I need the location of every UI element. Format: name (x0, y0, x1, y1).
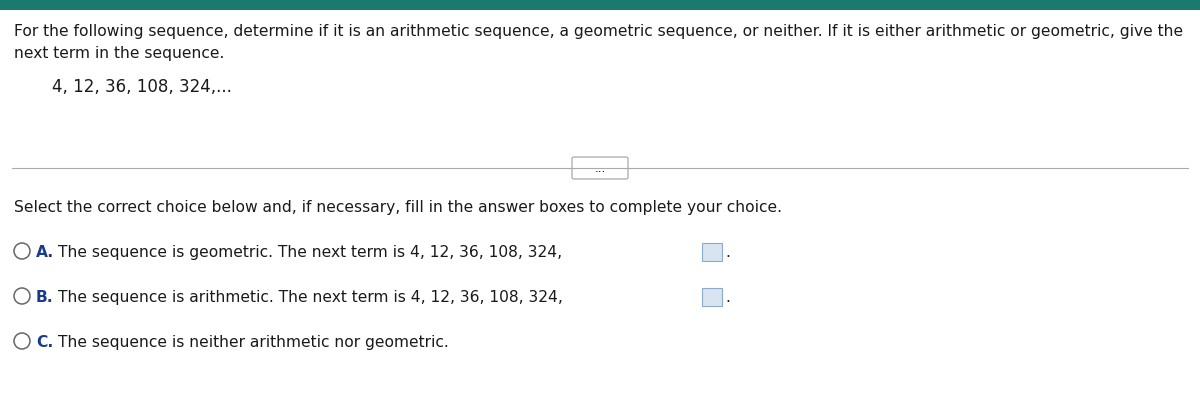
FancyBboxPatch shape (702, 243, 722, 261)
FancyBboxPatch shape (0, 0, 1200, 10)
Text: ...: ... (594, 161, 606, 174)
Text: The sequence is neither arithmetic nor geometric.: The sequence is neither arithmetic nor g… (58, 335, 449, 350)
Text: next term in the sequence.: next term in the sequence. (14, 46, 224, 61)
Text: C.: C. (36, 335, 53, 350)
Text: Select the correct choice below and, if necessary, fill in the answer boxes to c: Select the correct choice below and, if … (14, 200, 782, 215)
Text: .: . (725, 290, 730, 305)
FancyBboxPatch shape (702, 288, 722, 306)
Text: The sequence is geometric. The next term is 4, 12, 36, 108, 324,: The sequence is geometric. The next term… (58, 245, 562, 260)
Text: The sequence is arithmetic. The next term is 4, 12, 36, 108, 324,: The sequence is arithmetic. The next ter… (58, 290, 563, 305)
Text: .: . (725, 245, 730, 260)
Text: 4, 12, 36, 108, 324,...: 4, 12, 36, 108, 324,... (52, 78, 232, 96)
FancyBboxPatch shape (572, 157, 628, 179)
Text: B.: B. (36, 290, 54, 305)
Text: For the following sequence, determine if it is an arithmetic sequence, a geometr: For the following sequence, determine if… (14, 24, 1183, 39)
Text: A.: A. (36, 245, 54, 260)
